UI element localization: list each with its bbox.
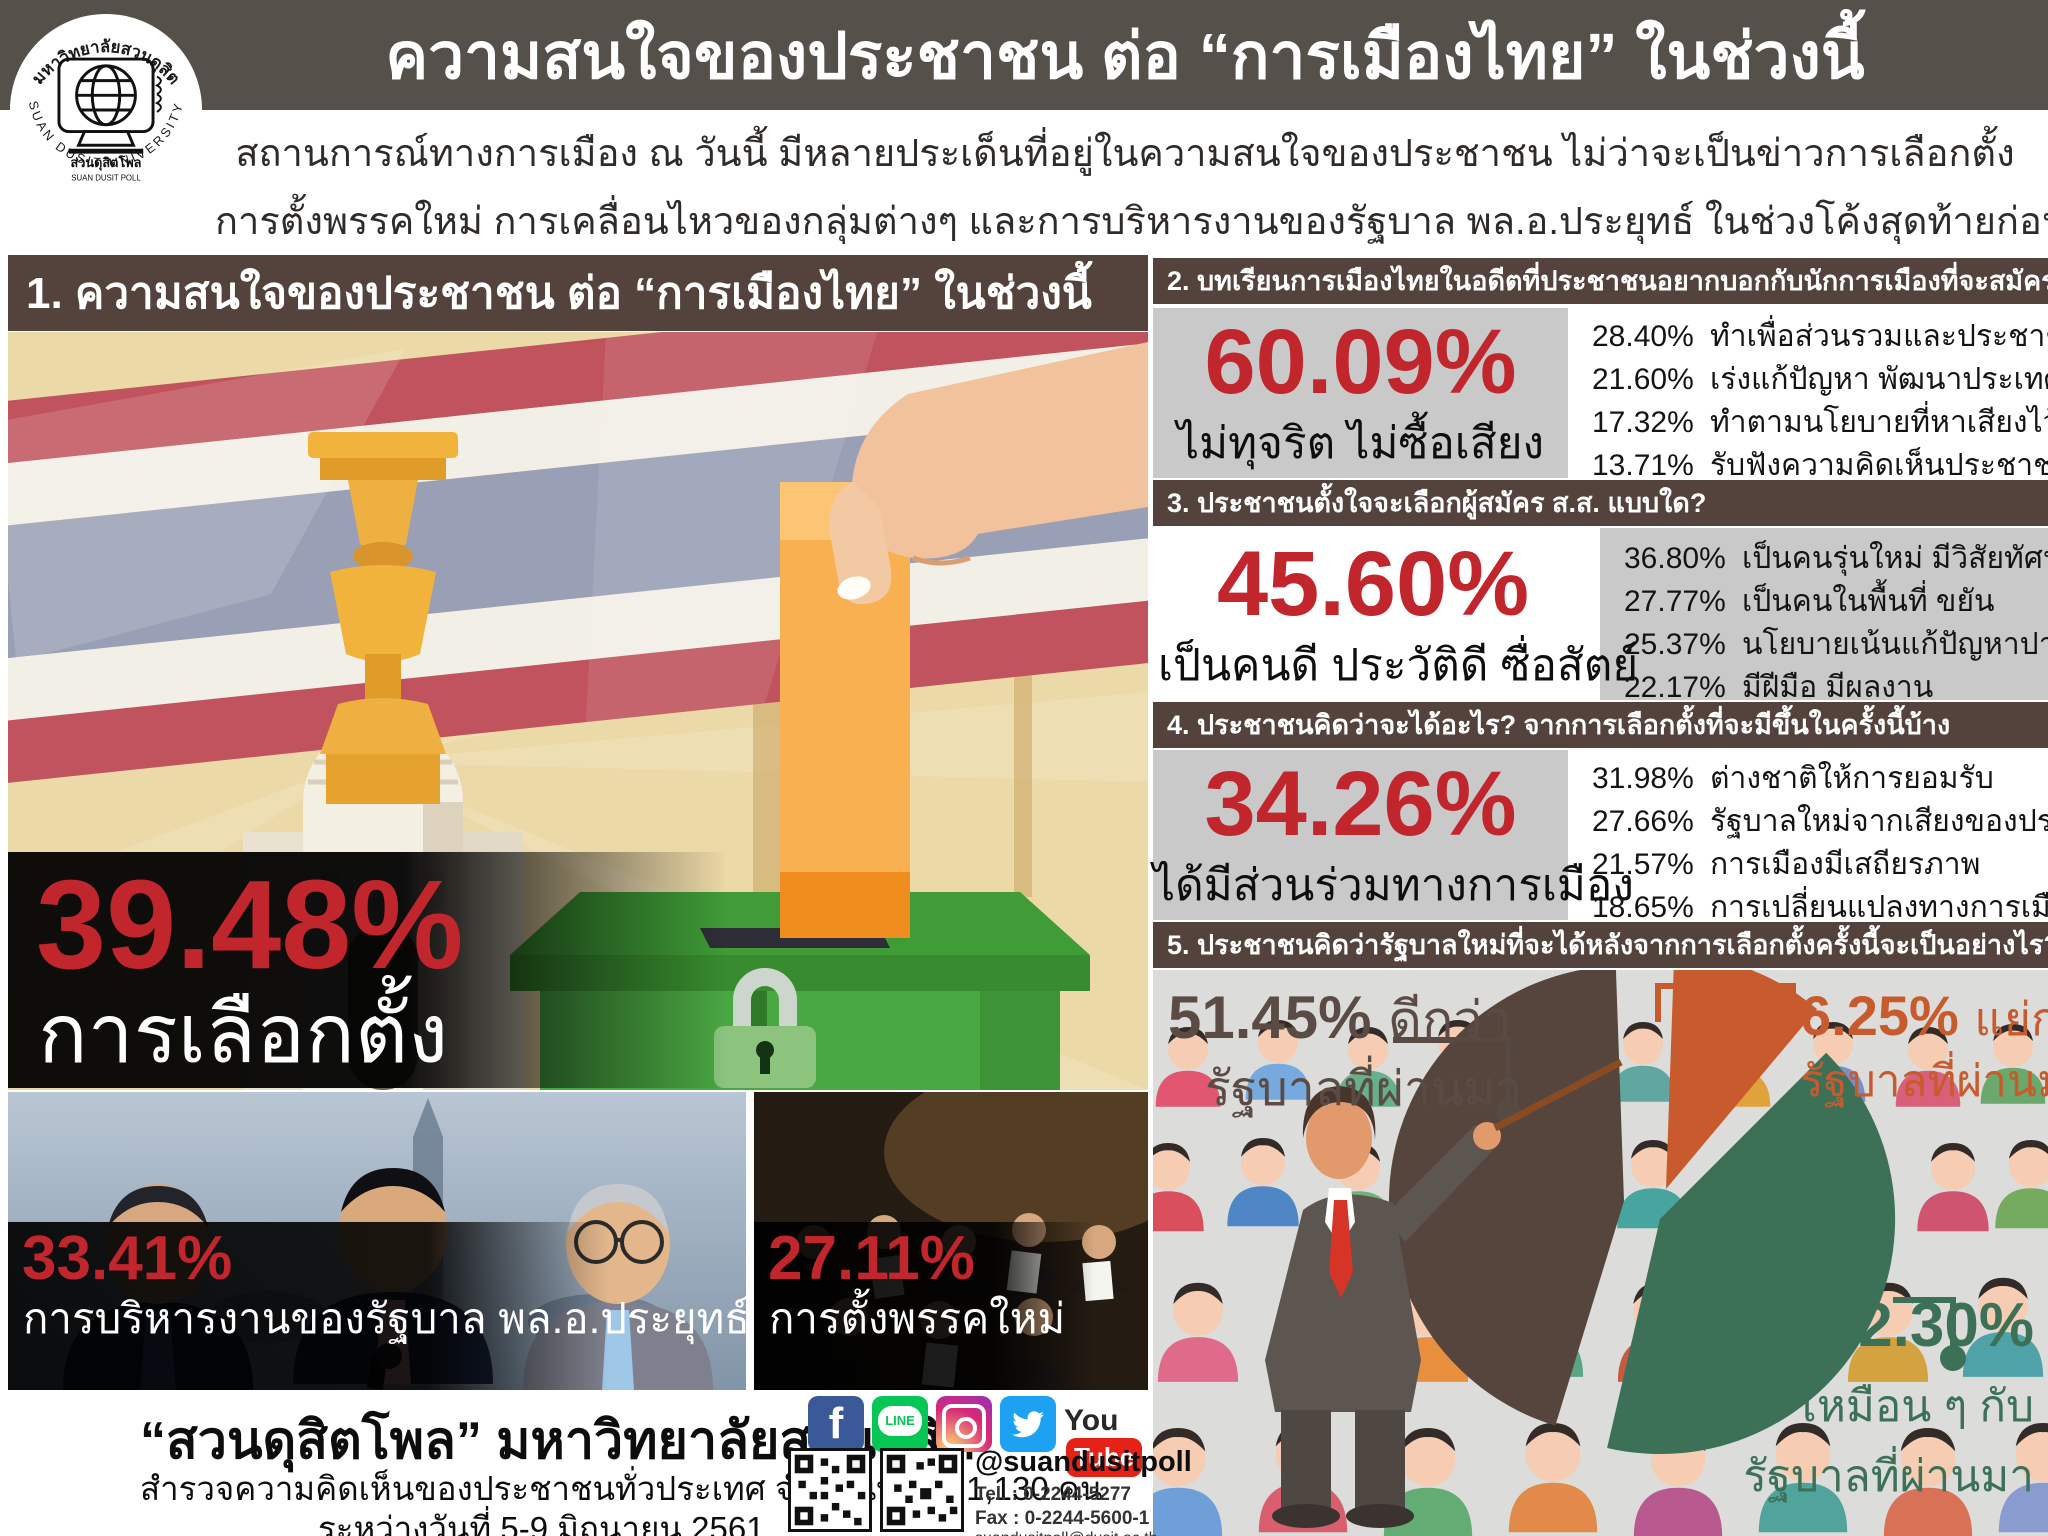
section2-sublabel: ไม่ทุจริต ไม่ซื้อเสียง <box>1177 419 1544 468</box>
youtube-icon: YouTube <box>1064 1404 1143 1477</box>
section4-title-bar: 4. ประชาชนคิดว่าจะได้อะไร? จากการเลือกตั… <box>1153 702 2048 748</box>
footer-handle: @suandusitpoll <box>975 1446 1192 1478</box>
pie-slice-better <box>1389 970 1624 1426</box>
list-item: 13.71% รับฟังความคิดเห็นประชาชน <box>1592 449 2048 482</box>
list-item: 31.98% ต่างชาติให้การยอมรับ <box>1592 762 1994 795</box>
list-item: 21.60% เร่งแก้ปัญหา พัฒนาประเทศ <box>1592 363 2048 396</box>
pointer-stick <box>1493 1058 1623 1132</box>
footer-date: ระหว่างวันที่ 5-9 มิถุนายน 2561 <box>318 1510 765 1536</box>
qr-code <box>880 1448 964 1532</box>
instagram-icon <box>936 1396 992 1452</box>
section3-title-bar: 3. ประชาชนตั้งใจจะเลือกผู้สมัคร ส.ส. แบบ… <box>1153 480 2048 526</box>
section3-stat-box <box>1600 528 2048 700</box>
facebook-icon: f <box>808 1396 864 1452</box>
subtitle-line-1: สถานการณ์ทางการเมือง ณ วันนี้ มีหลายประเ… <box>235 133 2015 175</box>
line-icon: LINE <box>872 1396 928 1452</box>
footer-fax: Fax : 0-2244-5600-1 <box>975 1508 1150 1529</box>
worse-percent: 6.25% <box>1800 984 1959 1047</box>
worse-word: แย่กว่า <box>1974 993 2048 1045</box>
pie-callout-lines <box>1393 983 1966 1371</box>
section4-stat-box <box>1153 750 1568 920</box>
youtube-you: You <box>1064 1404 1119 1437</box>
section5-title-bar: 5. ประชาชนคิดว่ารัฐบาลใหม่ที่จะได้หลังจา… <box>1153 922 2048 968</box>
same-word: เหมือน ๆ กับ <box>1801 1382 2034 1431</box>
section3-percent: 45.60% <box>1216 533 1530 635</box>
list-item: 22.17% มีฝีมือ มีผลงาน <box>1624 671 1934 704</box>
government-opinion-graphic <box>1153 970 2048 1536</box>
government-percent: 33.41% <box>22 1224 233 1293</box>
better-stat-line: 51.45% ดีกว่า <box>1168 988 1512 1048</box>
list-item: 21.57% การเมืองมีเสถียรภาพ <box>1592 848 1981 881</box>
pie-slice-worse <box>1666 970 1818 1189</box>
section2-title-bar: 2. บทเรียนการเมืองไทยในอดีตที่ประชาชนอยา… <box>1153 258 2048 304</box>
list-item: 28.40%ทำเพื่อส่วนรวมและประชาชน <box>1592 320 2048 353</box>
top-interest-label: การเลือกตั้ง <box>38 989 449 1080</box>
list-item: 27.77% เป็นคนในพื้นที่ ขยัน <box>1624 585 1995 618</box>
better-label: รัฐบาลที่ผ่านมา <box>1205 1063 1523 1116</box>
new-party-percent: 27.11% <box>768 1224 975 1293</box>
section2-percent: 60.09% <box>1204 311 1517 413</box>
better-word: ดีกว่า <box>1388 992 1512 1050</box>
list-item: 27.66%รัฐบาลใหม่จากเสียงของประชาชน <box>1592 805 2048 838</box>
section4-sublabel: ได้มีส่วนร่วมทางการเมือง <box>1153 861 1634 910</box>
section2-stat-box <box>1153 308 1568 478</box>
worse-stat-line: 6.25% แย่กว่า <box>1800 988 2048 1044</box>
worse-label: รัฐบาลที่ผ่านมา <box>1800 1057 2048 1106</box>
same-label: รัฐบาลที่ผ่านมา <box>1743 1452 2034 1501</box>
list-item: 17.32% ทำตามนโยบายที่หาเสียงไว้ <box>1592 406 2048 439</box>
top-interest-stat: 39.48% การเลือกตั้ง <box>8 852 728 1088</box>
section3-sublabel: เป็นคนดี ประวัติดี ซื่อสัตย์ <box>1158 641 1639 690</box>
section4-percent: 34.26% <box>1204 753 1517 855</box>
list-item: 36.80% เป็นคนรุ่นใหม่ มีวิสัยทัศน์ <box>1624 542 2048 575</box>
logo-poll-thai: ส่วนดุสิตโพล <box>71 154 142 171</box>
pie-slice-same <box>1607 1052 1896 1455</box>
top-interest-percent: 39.48% <box>36 854 464 995</box>
header-band <box>0 0 2048 110</box>
new-party-label: การตั้งพรรคใหม่ <box>769 1295 1066 1342</box>
presenter-figure <box>1265 1058 1623 1528</box>
same-percent: 42.30% <box>1823 1291 2034 1360</box>
government-label: การบริหารงานของรัฐบาล พล.อ.ประยุทธ์ <box>23 1295 750 1342</box>
section1-title-bar: 1. ความสนใจของประชาชน ต่อ “การเมืองไทย” … <box>8 255 1148 331</box>
line-bubble: LINE <box>878 1406 922 1436</box>
better-percent: 51.45% <box>1168 984 1372 1051</box>
government-stat: 33.41% การบริหารงานของรัฐบาล พล.อ.ประยุท… <box>8 1222 750 1390</box>
red-tie <box>1329 1200 1353 1298</box>
golden-constitution-tray <box>308 432 458 804</box>
youtube-tube: Tube <box>1066 1438 1143 1477</box>
new-party-stat: 27.11% การตั้งพรรคใหม่ <box>754 1222 1094 1390</box>
qr-code <box>788 1448 872 1532</box>
padlock-icon <box>714 968 816 1088</box>
subtitle-line-2: การตั้งพรรคใหม่ การเคลื่อนไหวของกลุ่มต่า… <box>215 201 2048 243</box>
footer-tel: Tel. : 0-2244-5277 <box>975 1484 1131 1505</box>
footer-email: suandusitpoll@dusit.ac.th <box>975 1530 1158 1536</box>
logo-globe-monitor-icon <box>57 57 162 154</box>
voting-hand <box>829 342 1148 605</box>
logo-poll-english: SUAN DUSIT POLL <box>71 174 141 183</box>
page-title: ความสนใจของประชาชน ต่อ “การเมืองไทย” ในช… <box>385 20 1865 92</box>
suan-dusit-poll-logo-icon: มหาวิทยาลัยสวนดุสิต SUAN DUSIT UNIVERSIT… <box>9 13 203 207</box>
social-icons-row: f LINE YouTube <box>808 1396 1143 1477</box>
twitter-icon <box>1000 1396 1056 1452</box>
government-opinion-pie-chart <box>1389 970 1896 1455</box>
list-item: 25.37%นโยบายเน้นแก้ปัญหาปากท้อง <box>1624 628 2048 661</box>
list-item: 18.65% การเปลี่ยนแปลงทางการเมือง <box>1592 891 2048 924</box>
